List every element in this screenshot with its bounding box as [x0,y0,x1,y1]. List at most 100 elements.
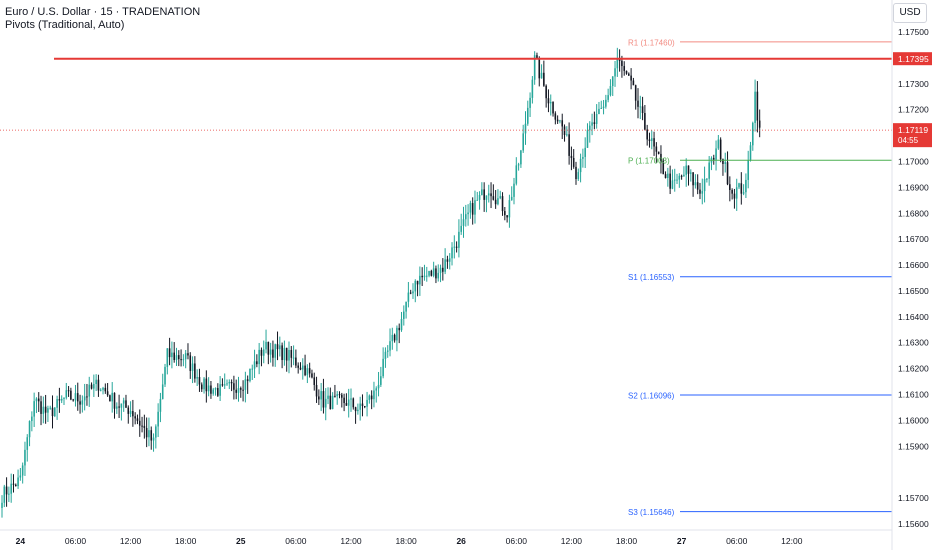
pivot-lines: R1 (1.17460) P (1.17003) S1 (1.16553) S2 (1… [628,38,892,517]
candle-body [425,275,428,277]
candle-body [391,334,394,342]
candle-body [122,400,125,404]
candle-body [738,183,740,188]
candle-body [726,162,729,185]
candle-body [304,365,306,376]
candle-body [19,475,22,478]
candle-body [460,225,462,232]
candle-body [228,381,231,384]
candle-body [223,384,226,386]
candle-body [501,196,504,212]
candle-body [742,192,745,194]
candle-body [630,75,632,81]
candle-body [290,349,293,358]
candle-body [155,426,157,438]
currency-button[interactable]: USD [893,3,927,23]
candle-body [634,85,637,101]
candle-body [366,399,368,407]
candle-body [687,165,690,174]
candle-body [31,416,33,422]
candle-body [683,174,685,176]
candle-body [288,349,290,361]
price-axis[interactable]: 1.17500 1.17300 1.17200 1.17000 1.16900 1.168… [898,27,929,529]
candle-body [400,318,403,331]
candle-body [708,162,710,179]
candle-body [522,133,524,151]
candle-body [669,173,671,189]
candle-body [260,349,263,356]
candle-body [430,270,433,276]
candle-body [301,365,304,370]
time-tick-label: 25 [236,536,246,546]
candle-body [331,395,334,409]
time-tick-label: 24 [16,536,26,546]
candle-body [148,430,150,438]
candle-body [676,179,678,181]
candle-body [134,416,136,419]
candle-body [276,344,279,350]
candle-body [517,164,520,166]
candle-body [407,292,410,302]
candle-body [758,120,761,128]
candle-body [67,390,70,392]
candle-body [552,101,554,114]
candle-body [239,388,242,390]
candle-body [377,384,380,389]
candle-body [102,387,104,390]
candle-body [646,129,648,140]
candle-body [3,486,6,503]
time-tick-label: 12:00 [561,536,583,546]
candle-body [490,193,492,197]
candle-body [189,355,192,371]
candle-body [49,407,52,409]
candle-body [671,180,674,189]
candle-body [444,259,446,272]
candle-body [212,389,215,394]
candle-body [81,400,84,405]
pivot-label-r1: R1 (1.17460) [628,38,675,47]
candle-body [487,193,490,196]
candle-body [74,393,77,401]
candle-body [47,408,49,413]
candle-body [602,106,605,108]
candle-body [453,246,456,248]
candle-body [745,179,747,193]
candle-body [680,175,683,177]
candle-body [380,376,382,385]
candle-body [210,385,212,394]
candle-body [157,411,159,427]
candle-body [655,146,658,152]
candle-body [653,138,655,147]
time-axis[interactable]: 24 06:00 12:00 18:00 25 06:00 12:00 18:00 26 06:0… [16,536,803,546]
price-tick-label: 1.15600 [898,519,929,529]
candle-body [341,394,343,398]
candle-body [559,120,561,122]
price-tick-label: 1.15700 [898,493,929,503]
candle-body [253,361,256,369]
symbol-title[interactable]: Euro / U.S. Dollar · 15 · TRADENATION [5,6,201,18]
candle-body [398,327,401,331]
candle-body [164,366,166,385]
candle-body [563,126,566,135]
candle-body [76,393,79,402]
candle-body [285,347,288,361]
candle-body [648,139,651,141]
candle-body [70,390,72,400]
candle-body [150,430,153,441]
candle-body [568,134,570,156]
candle-body [582,156,584,159]
candle-body [667,173,669,178]
candle-body [297,365,299,368]
candle-body [281,345,283,361]
candle-body [109,395,111,402]
candle-body [584,147,586,157]
candle-body [5,486,8,495]
candle-body [432,268,435,276]
candle-body [138,420,141,426]
candle-body [735,187,738,199]
indicator-legend[interactable]: Pivots (Traditional, Auto) [5,19,125,31]
candle-body [361,403,364,407]
time-tick-label: 26 [456,536,466,546]
